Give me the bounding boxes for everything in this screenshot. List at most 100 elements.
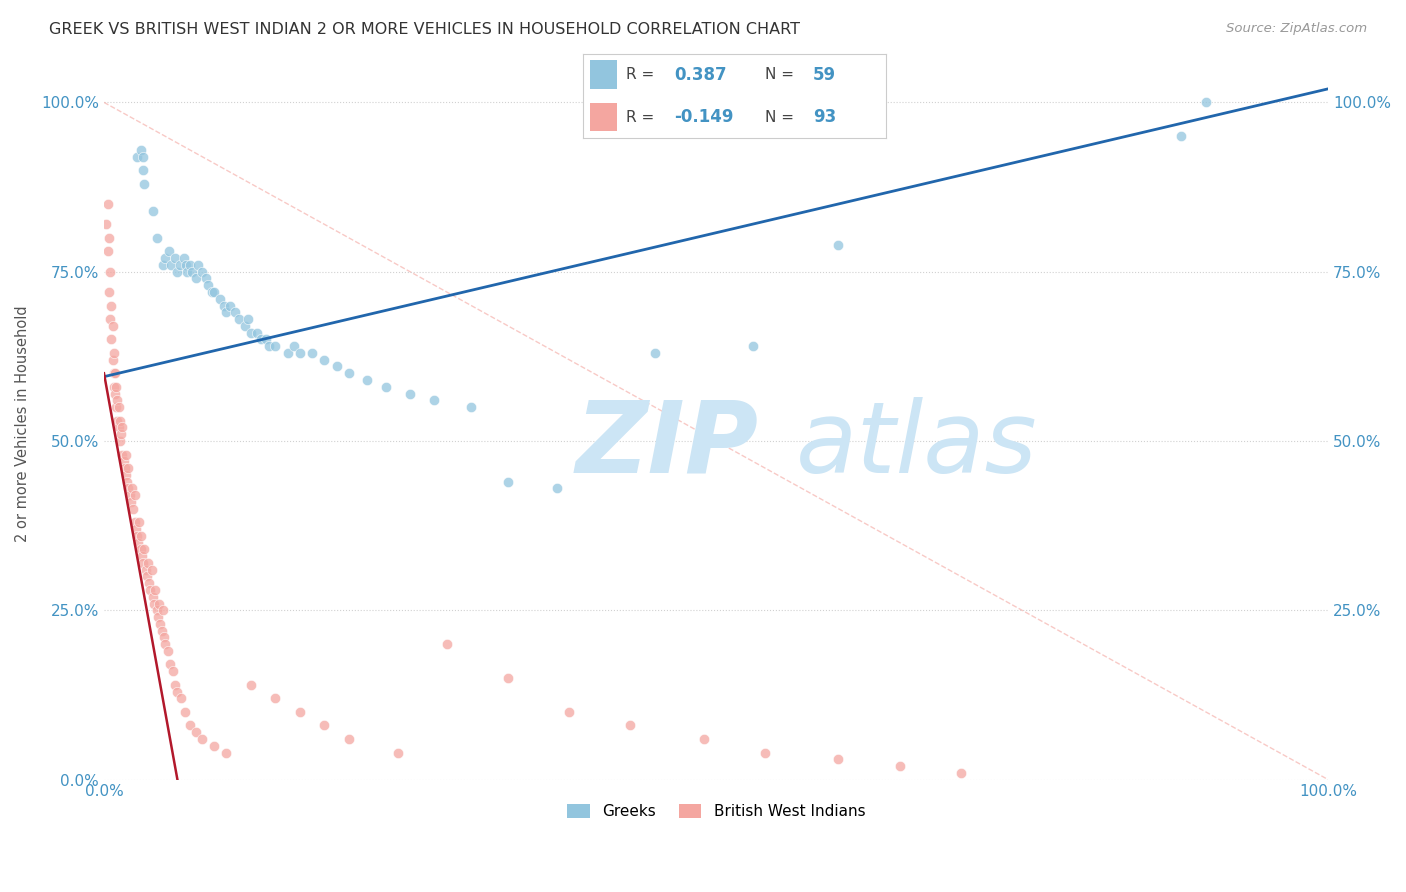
Point xyxy=(827,752,849,766)
Point xyxy=(105,400,128,414)
Point xyxy=(436,637,458,651)
Point xyxy=(644,346,666,360)
Point xyxy=(162,665,184,679)
Point xyxy=(128,515,150,529)
Point xyxy=(156,644,179,658)
Text: R =: R = xyxy=(626,110,654,125)
Point xyxy=(239,678,262,692)
Point xyxy=(277,346,299,360)
Text: atlas: atlas xyxy=(796,397,1038,494)
Point xyxy=(179,258,201,272)
Point xyxy=(152,603,174,617)
Point xyxy=(125,522,148,536)
Point xyxy=(558,705,581,719)
Point xyxy=(166,684,188,698)
Point xyxy=(219,299,242,313)
Point xyxy=(460,400,482,414)
Point xyxy=(325,359,347,374)
Point xyxy=(107,400,129,414)
Point xyxy=(173,251,195,265)
Point xyxy=(101,318,124,333)
Point xyxy=(120,495,142,509)
Point xyxy=(212,299,235,313)
Point xyxy=(301,346,323,360)
Point xyxy=(118,488,141,502)
Point xyxy=(1170,129,1192,144)
Point xyxy=(121,482,143,496)
Point xyxy=(112,454,135,468)
Point xyxy=(134,542,156,557)
Text: -0.149: -0.149 xyxy=(675,108,734,126)
Legend: Greeks, British West Indians: Greeks, British West Indians xyxy=(561,798,872,825)
Point xyxy=(131,549,153,563)
Point xyxy=(173,705,195,719)
Point xyxy=(103,380,125,394)
Point xyxy=(202,739,225,753)
Point xyxy=(104,386,127,401)
Point xyxy=(215,305,238,319)
Point xyxy=(264,339,287,353)
Point xyxy=(202,285,225,299)
Point xyxy=(115,448,138,462)
Point xyxy=(283,339,305,353)
Point xyxy=(103,366,125,380)
Point xyxy=(496,475,519,489)
Point xyxy=(191,265,214,279)
Point xyxy=(134,177,156,191)
Y-axis label: 2 or more Vehicles in Household: 2 or more Vehicles in Household xyxy=(15,306,30,542)
Point xyxy=(114,461,136,475)
Point xyxy=(97,285,120,299)
Point xyxy=(741,339,763,353)
Point xyxy=(191,731,214,746)
Point xyxy=(107,414,129,428)
Point xyxy=(135,563,157,577)
Point xyxy=(97,231,120,245)
Point xyxy=(138,576,160,591)
Point xyxy=(129,143,152,157)
Point xyxy=(197,278,219,293)
Point xyxy=(122,501,145,516)
Point xyxy=(153,631,176,645)
Point xyxy=(399,386,422,401)
Point xyxy=(159,657,181,672)
Point xyxy=(209,292,232,306)
Point xyxy=(257,339,280,353)
Point xyxy=(174,258,197,272)
Point xyxy=(423,393,446,408)
Point xyxy=(98,312,121,326)
Point xyxy=(107,420,129,434)
Point xyxy=(139,582,162,597)
Text: Source: ZipAtlas.com: Source: ZipAtlas.com xyxy=(1226,22,1367,36)
Point xyxy=(150,624,173,638)
Point xyxy=(264,691,287,706)
Point xyxy=(143,597,166,611)
Point xyxy=(169,258,191,272)
Point xyxy=(288,346,311,360)
Point xyxy=(129,542,152,557)
Point xyxy=(124,515,146,529)
Point xyxy=(100,299,122,313)
Point xyxy=(111,448,134,462)
Point xyxy=(1195,95,1218,110)
Point xyxy=(145,231,167,245)
Point xyxy=(115,475,138,489)
Point xyxy=(98,265,121,279)
Point xyxy=(96,217,118,231)
Text: ZIP: ZIP xyxy=(575,397,758,494)
Point xyxy=(693,731,716,746)
Point xyxy=(233,318,256,333)
Point xyxy=(337,731,360,746)
Point xyxy=(105,380,128,394)
Text: 59: 59 xyxy=(813,66,837,84)
Point xyxy=(314,718,336,732)
Point xyxy=(125,150,148,164)
Point xyxy=(546,482,568,496)
Point xyxy=(149,616,172,631)
Point xyxy=(152,258,174,272)
Point xyxy=(129,529,152,543)
Point xyxy=(181,265,204,279)
Point xyxy=(949,765,972,780)
Point xyxy=(97,244,120,259)
Point xyxy=(108,414,131,428)
Point xyxy=(184,271,207,285)
